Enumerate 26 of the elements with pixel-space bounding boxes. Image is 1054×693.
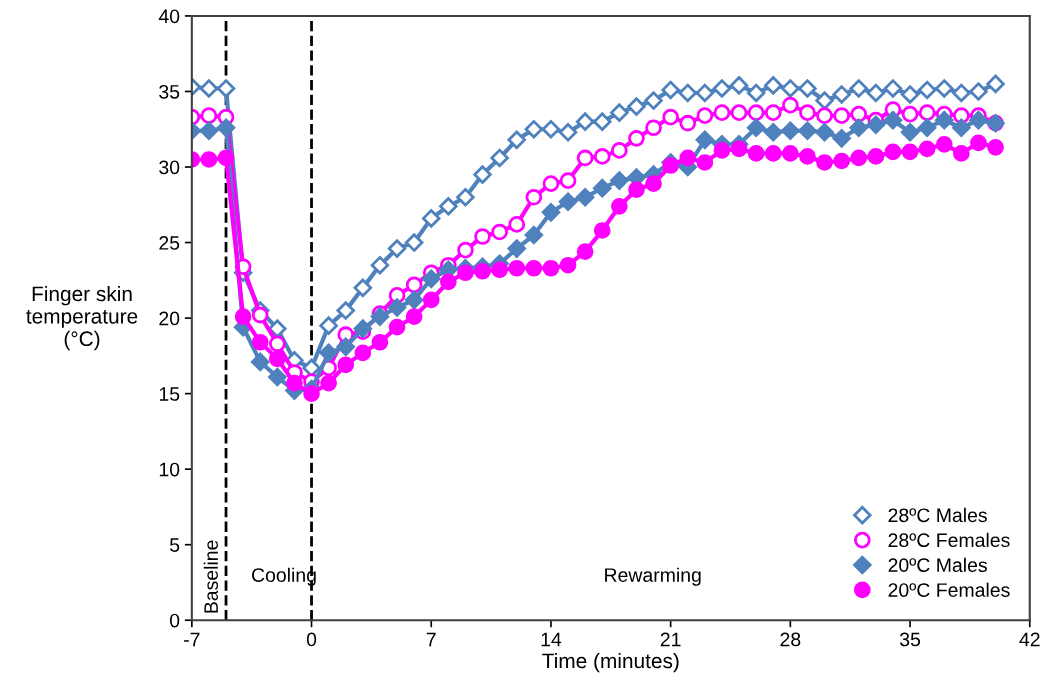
annotation: Rewarming	[605, 567, 701, 586]
legend-label: 28ºC Females	[888, 532, 1010, 548]
legend-label: 28ºC Males	[888, 507, 987, 523]
x-tick-label: -7	[184, 632, 200, 647]
legend-label: 20ºC Females	[888, 582, 1010, 597]
x-tick-label: 7	[426, 632, 436, 647]
y-tick-label: 25	[159, 236, 180, 250]
legend-label: 20ºC Males	[888, 557, 987, 573]
annotation: Cooling	[252, 567, 316, 586]
y-tick-label: 20	[159, 311, 180, 326]
y-tick-label: 5	[169, 538, 180, 552]
y-tick-label: 40	[158, 9, 180, 24]
x-tick-label: 42	[1019, 632, 1040, 647]
x-tick-label: 35	[899, 632, 921, 647]
y-tick-label: 0	[169, 613, 180, 628]
x-tick-label: 14	[541, 632, 562, 647]
y-axis-title: Finger skin temperature (°C)	[26, 285, 138, 351]
x-axis-title: Time (minutes)	[542, 652, 679, 673]
annotation: Baseline	[203, 540, 218, 613]
y-tick-label: 15	[159, 387, 180, 401]
y-tick-label: 30	[159, 160, 180, 175]
x-tick-label: 28	[780, 632, 801, 647]
y-tick-label: 35	[159, 84, 180, 99]
x-tick-label: 21	[660, 632, 681, 647]
y-tick-label: 10	[159, 462, 180, 477]
x-tick-label: 0	[306, 632, 317, 647]
